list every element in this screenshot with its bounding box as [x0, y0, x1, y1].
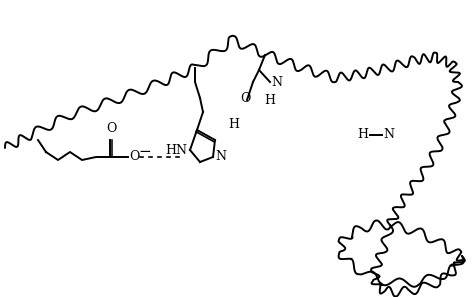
Text: HN: HN: [165, 143, 187, 157]
Text: H: H: [357, 129, 368, 141]
Text: O: O: [106, 122, 116, 135]
Text: −: −: [138, 145, 151, 159]
Text: O: O: [240, 92, 250, 105]
Text: N: N: [383, 129, 394, 141]
Text: O: O: [129, 151, 139, 164]
Text: N: N: [271, 75, 282, 89]
Text: H: H: [228, 118, 239, 131]
Text: N: N: [215, 149, 226, 162]
Text: H: H: [264, 94, 275, 107]
